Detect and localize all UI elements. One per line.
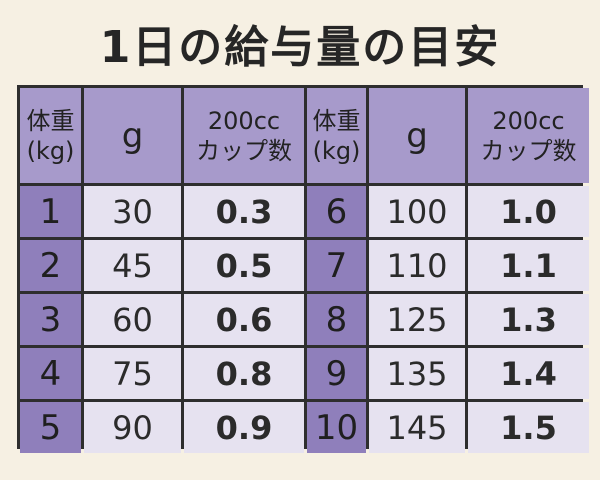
cups-cell: 1.0 (468, 186, 589, 237)
weight-cell: 7 (307, 240, 366, 291)
header-weight-label: 体重 (26, 106, 75, 135)
header-weight: 体重 (kg) (20, 88, 81, 183)
weight-cell: 1 (20, 186, 81, 237)
header-grams: g (84, 88, 181, 183)
feeding-table: 体重 (kg) g 200cc カップ数 体重 (kg) g 200cc カップ数 1 … (17, 85, 589, 453)
header-grams: g (369, 88, 465, 183)
grams-cell: 125 (369, 294, 465, 345)
weight-cell: 3 (20, 294, 81, 345)
weight-cell: 5 (20, 402, 81, 453)
grams-cell: 135 (369, 348, 465, 399)
grams-cell: 90 (84, 402, 181, 453)
grams-cell: 110 (369, 240, 465, 291)
cups-cell: 1.3 (468, 294, 589, 345)
page-title: 1日の給与量の目安 (99, 22, 501, 73)
header-weight: 体重 (kg) (307, 88, 366, 183)
header-cups: 200cc カップ数 (184, 88, 304, 183)
cups-cell: 0.9 (184, 402, 304, 453)
grams-cell: 145 (369, 402, 465, 453)
weight-cell: 6 (307, 186, 366, 237)
header-cups-label: カップ数 (196, 136, 292, 165)
header-cups: 200cc カップ数 (468, 88, 589, 183)
cups-cell: 0.6 (184, 294, 304, 345)
weight-cell: 8 (307, 294, 366, 345)
grams-cell: 100 (369, 186, 465, 237)
cups-cell: 1.4 (468, 348, 589, 399)
weight-cell: 4 (20, 348, 81, 399)
header-weight-unit: (kg) (26, 136, 75, 165)
weight-cell: 9 (307, 348, 366, 399)
header-cups-label: カップ数 (480, 136, 577, 165)
grams-cell: 75 (84, 348, 181, 399)
cups-cell: 0.5 (184, 240, 304, 291)
cups-cell: 1.5 (468, 402, 589, 453)
grams-cell: 60 (84, 294, 181, 345)
weight-cell: 10 (307, 402, 366, 453)
cups-cell: 0.3 (184, 186, 304, 237)
header-cups-size: 200cc (207, 106, 281, 135)
cups-cell: 1.1 (468, 240, 589, 291)
header-weight-unit: (kg) (312, 136, 361, 165)
weight-cell: 2 (20, 240, 81, 291)
header-weight-label: 体重 (312, 106, 361, 135)
cups-cell: 0.8 (184, 348, 304, 399)
grams-cell: 30 (84, 186, 181, 237)
grams-cell: 45 (84, 240, 181, 291)
header-cups-size: 200cc (492, 106, 565, 135)
